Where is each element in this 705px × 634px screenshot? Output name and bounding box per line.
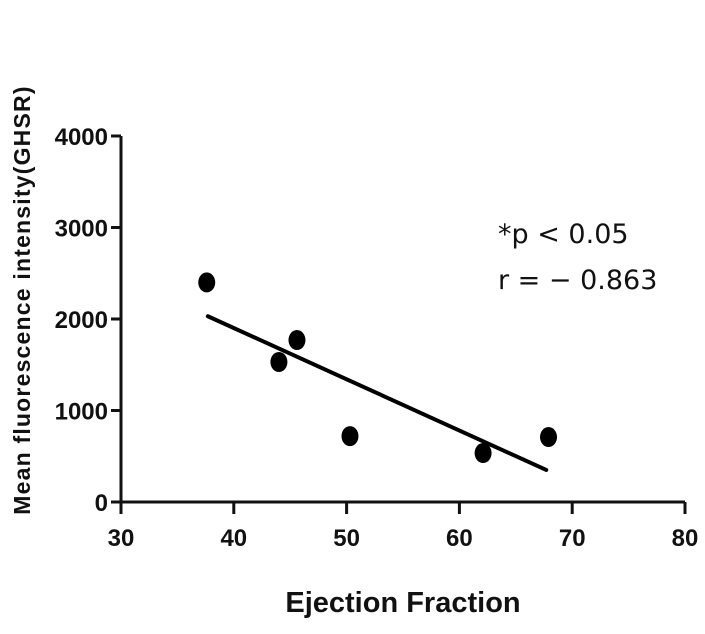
data-point	[474, 443, 492, 464]
x-tick-label: 50	[333, 525, 360, 552]
data-point	[288, 330, 306, 351]
y-tick-label: 0	[95, 490, 108, 517]
x-tick-label: 70	[559, 525, 586, 552]
x-tick-label: 80	[672, 525, 699, 552]
y-tick-label: 4000	[55, 124, 108, 151]
x-axis: 30 40 50 60 70 80	[108, 500, 699, 552]
y-tick-label: 3000	[55, 216, 108, 243]
data-point	[540, 427, 558, 448]
data-points	[198, 272, 558, 464]
x-tick-label: 40	[220, 525, 247, 552]
y-tick-label: 1000	[55, 399, 108, 426]
x-tick-label: 30	[108, 525, 135, 552]
regression-line	[205, 314, 549, 472]
data-point	[270, 352, 288, 373]
data-point	[341, 426, 359, 447]
x-tick-label: 60	[446, 525, 473, 552]
y-axis-title: Mean fluorescence intensity(GHSR)	[9, 85, 35, 514]
p-value-annotation: *p < 0.05	[498, 219, 629, 250]
data-point	[198, 272, 216, 293]
y-tick-label: 2000	[55, 307, 108, 334]
y-axis: 0 1000 2000 3000 4000	[55, 124, 123, 517]
correlation-annotation: r = − 0.863	[498, 265, 657, 296]
x-axis-title: Ejection Fraction	[285, 587, 520, 619]
